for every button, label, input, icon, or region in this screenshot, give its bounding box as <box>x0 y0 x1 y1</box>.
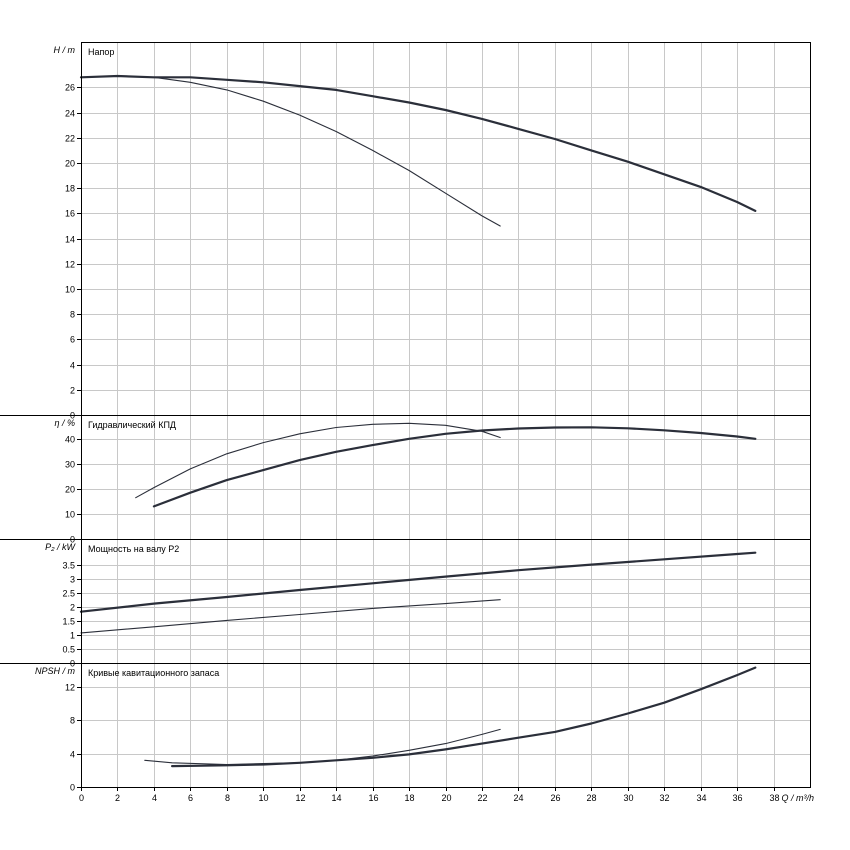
curve-thin-power <box>80 599 501 634</box>
x-tick-label: 36 <box>732 793 742 803</box>
y-tick-label: 12 <box>65 260 75 270</box>
y-tick-label: 40 <box>65 435 75 445</box>
y-tick-label: 4 <box>70 361 75 371</box>
x-tick-label: 24 <box>513 793 523 803</box>
x-tick-label: 16 <box>368 793 378 803</box>
curve-thin-head <box>153 76 501 227</box>
panel-title: Кривые кавитационного запаса <box>88 668 219 678</box>
curve-thick-efficiency <box>152 426 757 508</box>
y-tick-label: 4 <box>70 750 75 760</box>
y-tick-label: 0 <box>70 659 75 669</box>
y-tick-label: 0.5 <box>62 645 75 655</box>
x-tick-label: 4 <box>152 793 157 803</box>
x-tick-label: 6 <box>188 793 193 803</box>
x-tick-label: 22 <box>477 793 487 803</box>
y-tick-label: 0 <box>70 411 75 421</box>
y-tick-label: 8 <box>70 310 75 320</box>
y-tick-label: 1.5 <box>62 617 75 627</box>
x-tick-label: 18 <box>404 793 414 803</box>
panel-title: Гидравлический КПД <box>88 420 176 430</box>
curve-thin-npsh <box>144 728 501 766</box>
x-tick-label: 2 <box>115 793 120 803</box>
y-tick-label: 26 <box>65 83 75 93</box>
panel-title: Мощность на валу P2 <box>88 544 179 554</box>
y-tick-label: 10 <box>65 285 75 295</box>
x-tick-label: 14 <box>331 793 341 803</box>
y-tick-label: 18 <box>65 184 75 194</box>
curve-thick-head <box>79 74 757 212</box>
y-axis-label: P₂ / kW <box>45 542 76 552</box>
x-axis-label: Q / m³/h <box>781 793 814 803</box>
y-tick-label: 30 <box>65 460 75 470</box>
y-axis-label: H / m <box>54 45 76 55</box>
frame-layer <box>0 42 811 791</box>
x-tick-label: 10 <box>258 793 268 803</box>
y-tick-label: 0 <box>70 783 75 793</box>
curves-layer <box>79 74 757 768</box>
y-tick-label: 24 <box>65 109 75 119</box>
y-tick-label: 20 <box>65 159 75 169</box>
y-tick-label: 0 <box>70 535 75 545</box>
y-tick-label: 12 <box>65 683 75 693</box>
y-axis-label: NPSH / m <box>35 666 76 676</box>
y-tick-label: 2 <box>70 603 75 613</box>
curve-thick-npsh <box>171 666 757 768</box>
y-axis-label: η / % <box>54 418 75 428</box>
x-tick-label: 32 <box>659 793 669 803</box>
x-tick-label: 28 <box>586 793 596 803</box>
grid-layer <box>81 42 810 787</box>
panel-title: Напор <box>88 47 114 57</box>
y-tick-label: 3 <box>70 575 75 585</box>
y-tick-label: 3.5 <box>62 561 75 571</box>
x-tick-label: 0 <box>79 793 84 803</box>
y-tick-label: 10 <box>65 510 75 520</box>
x-tick-label: 34 <box>696 793 706 803</box>
curve-thick-power <box>79 551 757 613</box>
y-tick-label: 1 <box>70 631 75 641</box>
y-tick-label: 6 <box>70 335 75 345</box>
y-tick-label: 2 <box>70 386 75 396</box>
x-tick-label: 38 <box>769 793 779 803</box>
x-tick-label: 30 <box>623 793 633 803</box>
y-tick-label: 2.5 <box>62 589 75 599</box>
x-tick-label: 20 <box>441 793 451 803</box>
x-tick-label: 12 <box>295 793 305 803</box>
y-tick-label: 22 <box>65 134 75 144</box>
curve-thin-efficiency <box>135 422 501 499</box>
y-tick-label: 16 <box>65 209 75 219</box>
y-tick-label: 20 <box>65 485 75 495</box>
y-tick-label: 8 <box>70 716 75 726</box>
x-tick-label: 26 <box>550 793 560 803</box>
x-tick-label: 8 <box>225 793 230 803</box>
y-tick-label: 14 <box>65 235 75 245</box>
